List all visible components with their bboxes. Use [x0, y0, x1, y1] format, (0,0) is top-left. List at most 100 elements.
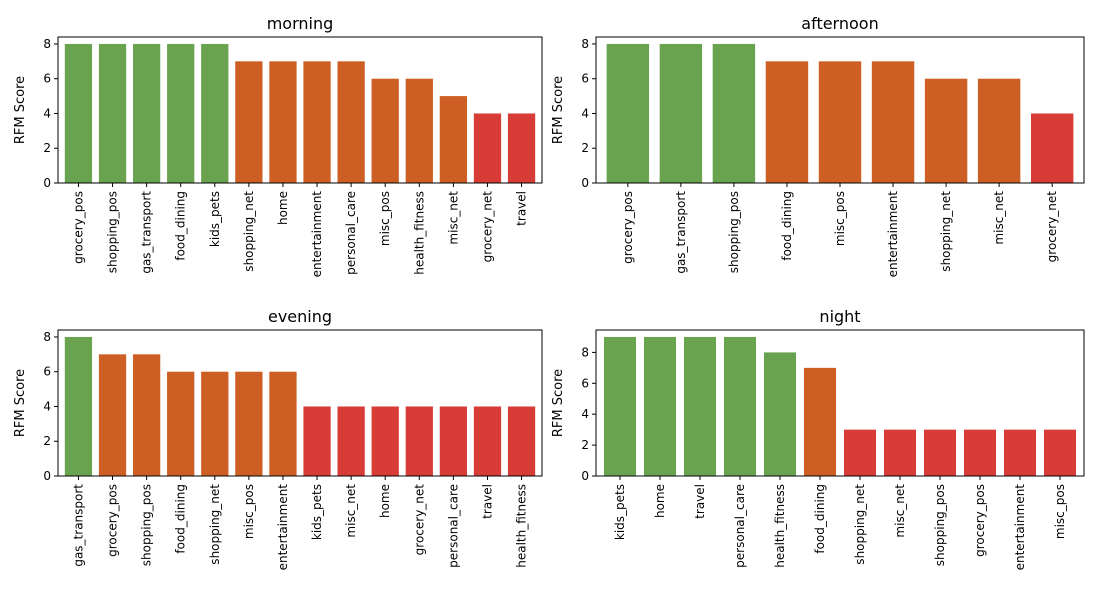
x-tick-label: misc_pos [378, 191, 392, 246]
y-tick-label: 2 [581, 438, 589, 452]
x-tick-label: entertainment [886, 191, 900, 278]
x-tick-label: health_fitness [773, 484, 787, 568]
y-tick-label: 4 [581, 407, 589, 421]
chart-panel-evening: evening RFM Score 0 2 4 6 8 gas_transport grocer… [13, 307, 543, 571]
y-tick-label: 6 [43, 365, 51, 379]
y-tick-label: 2 [43, 434, 51, 448]
bar-kids_pets [604, 336, 636, 476]
x-tick-label: misc_net [344, 484, 358, 538]
x-tick-label: misc_pos [242, 484, 256, 539]
bar-personal_care [337, 61, 365, 184]
bar-gas_transport [132, 43, 161, 184]
bar-kids_pets [201, 43, 229, 184]
chart-panel-morning: morning RFM Score 0 2 4 6 8 grocery_pos shopping… [13, 14, 543, 278]
y-tick-label: 6 [581, 72, 589, 86]
x-tick-label: shopping_net [208, 484, 222, 565]
x-tick-label: personal_care [733, 484, 747, 568]
bar-misc_net [977, 78, 1021, 183]
y-tick-label: 2 [581, 141, 589, 155]
bar-gas_transport [64, 336, 93, 476]
y-tick-label: 0 [581, 176, 589, 190]
bar-home [269, 61, 297, 184]
bar-shopping_net [844, 429, 876, 476]
chart-panel-night: night RFM Score 0 2 4 6 8 kids_pets home travel pe… [551, 307, 1085, 571]
x-tick-label: grocery_pos [973, 484, 987, 557]
bar-entertainment [871, 61, 915, 184]
x-tick-label: food_dining [780, 191, 794, 261]
y-axis-label: RFM Score [551, 76, 566, 144]
x-tick-label: home [276, 191, 290, 225]
bar-gas_transport [659, 43, 703, 184]
bar-entertainment [303, 61, 331, 184]
bar-food_dining [804, 367, 836, 476]
bar-grocery_pos [64, 43, 93, 184]
bar-misc_net [884, 429, 916, 476]
y-axis-label: RFM Score [13, 76, 28, 144]
chart-title: morning [267, 14, 334, 33]
x-tick-label: kids_pets [208, 191, 222, 247]
bar-grocery_net [473, 113, 502, 183]
x-tick-label: misc_net [893, 484, 907, 538]
x-tick-label: grocery_net [1045, 191, 1059, 263]
bar-entertainment [269, 371, 297, 476]
x-tick-label: entertainment [1013, 484, 1027, 571]
x-tick-label: misc_net [992, 191, 1006, 245]
axes-frame [595, 329, 1085, 477]
bar-misc_net [337, 406, 365, 476]
y-tick-label: 4 [43, 106, 51, 120]
y-tick-label: 4 [43, 399, 51, 413]
bar-misc_pos [235, 371, 263, 476]
bar-shopping_pos [712, 43, 756, 184]
x-tick-label: home [653, 484, 667, 518]
y-tick-label: 2 [43, 141, 51, 155]
x-tick-label: personal_care [446, 484, 460, 568]
x-tick-label: entertainment [276, 484, 290, 571]
y-axis-label: RFM Score [551, 369, 566, 437]
y-tick-label: 8 [581, 37, 589, 51]
axes-frame [57, 36, 543, 184]
x-tick-label: misc_pos [833, 191, 847, 246]
x-tick-label: kids_pets [613, 484, 627, 540]
x-tick-label: grocery_pos [71, 191, 85, 264]
bar-kids_pets [303, 406, 331, 476]
bar-travel [684, 336, 716, 476]
bar-food_dining [765, 61, 809, 184]
x-tick-label: kids_pets [310, 484, 324, 540]
bar-grocery_net [1030, 113, 1074, 183]
axes-frame [57, 329, 543, 477]
bar-shopping_net [235, 61, 263, 184]
x-tick-label: food_dining [813, 484, 827, 554]
y-axis-label: RFM Score [13, 369, 28, 437]
x-tick-label: shopping_net [939, 191, 953, 272]
bar-food_dining [167, 43, 195, 184]
x-tick-label: entertainment [310, 191, 324, 278]
x-tick-label: shopping_pos [727, 191, 741, 273]
x-tick-label: health_fitness [412, 191, 426, 275]
x-tick-label: grocery_net [412, 484, 426, 556]
y-tick-label: 0 [43, 176, 51, 190]
bar-misc_pos [1044, 429, 1076, 476]
bar-shopping_net [924, 78, 968, 183]
y-tick-label: 8 [581, 345, 589, 359]
bar-home [644, 336, 676, 476]
bar-home [371, 406, 399, 476]
x-tick-label: grocery_pos [621, 191, 635, 264]
x-tick-label: misc_net [446, 191, 460, 245]
bar-shopping_pos [924, 429, 956, 476]
x-tick-label: travel [693, 484, 707, 519]
y-tick-label: 8 [43, 330, 51, 344]
x-tick-label: personal_care [344, 191, 358, 275]
y-tick-label: 0 [43, 469, 51, 483]
bar-misc_pos [371, 78, 399, 183]
bar-travel [507, 113, 536, 183]
y-tick-label: 4 [581, 106, 589, 120]
bar-grocery_pos [98, 354, 127, 476]
x-tick-label: food_dining [174, 484, 188, 554]
x-tick-label: gas_transport [674, 191, 688, 274]
bar-grocery_net [405, 406, 433, 476]
x-tick-label: shopping_pos [933, 484, 947, 566]
chart-title: evening [268, 307, 332, 326]
chart-title: night [819, 307, 860, 326]
bar-health_fitness [764, 352, 796, 476]
x-tick-label: shopping_pos [106, 191, 120, 273]
